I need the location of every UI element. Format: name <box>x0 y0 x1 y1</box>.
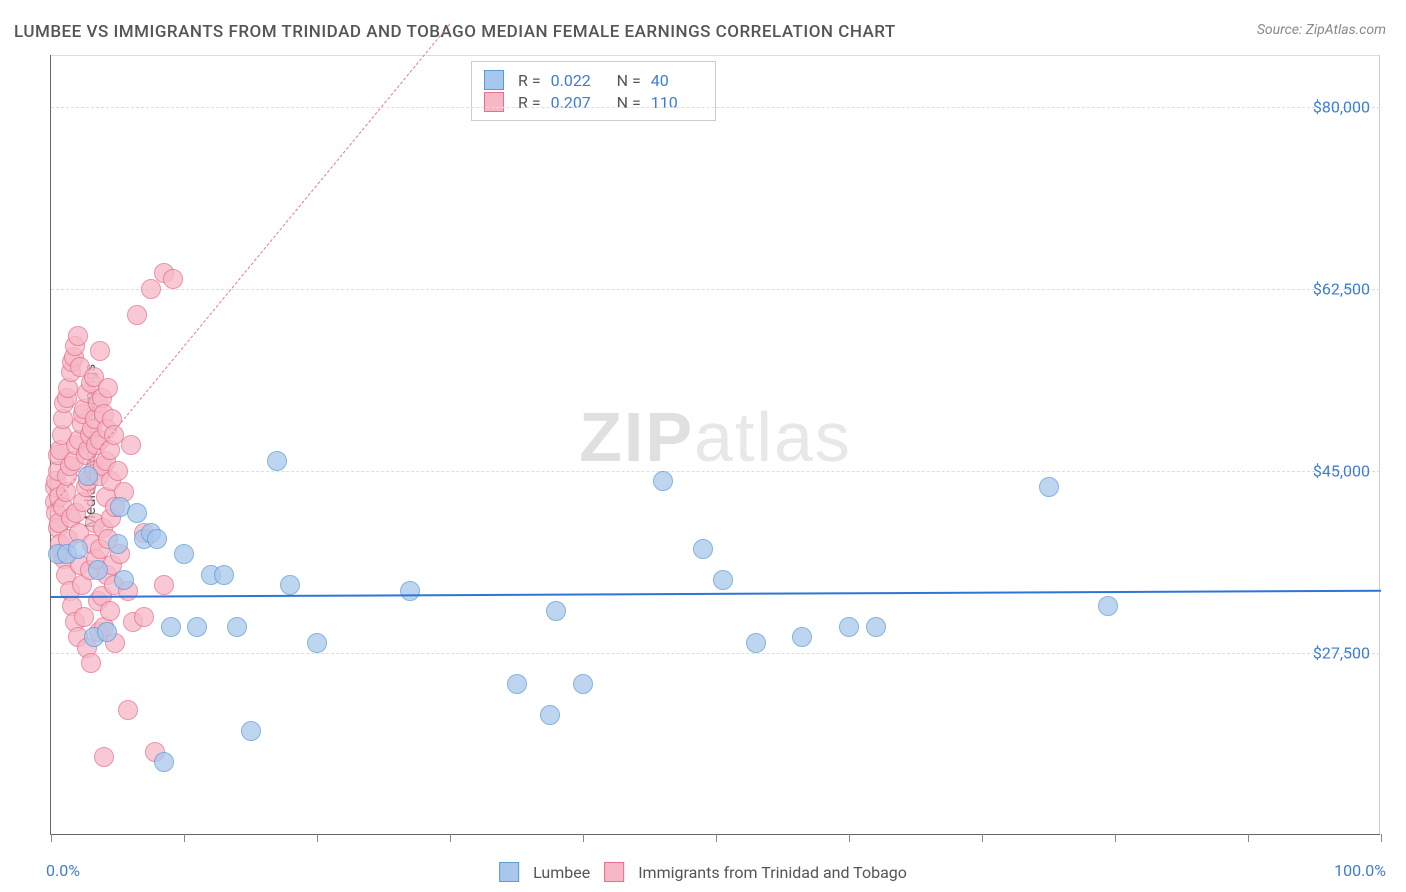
data-point-pink <box>90 341 110 361</box>
scatter-plot-area: ZIPatlas R = 0.022 N = 40 R = 0.207 N = … <box>50 55 1380 835</box>
x-tick <box>1248 834 1249 842</box>
data-point-pink <box>154 575 174 595</box>
data-point-blue <box>693 539 713 559</box>
data-point-pink <box>94 747 114 767</box>
data-point-blue <box>1039 477 1059 497</box>
data-point-pink <box>74 607 94 627</box>
r-label: R = <box>518 71 541 90</box>
x-tick <box>51 834 52 842</box>
x-tick <box>982 834 983 842</box>
x-tick <box>1381 834 1382 842</box>
data-point-blue <box>839 617 859 637</box>
n-value-blue: 40 <box>651 71 703 90</box>
x-tick <box>716 834 717 842</box>
data-point-blue <box>88 560 108 580</box>
data-point-blue <box>507 674 527 694</box>
data-point-blue <box>241 721 261 741</box>
data-point-pink <box>127 305 147 325</box>
data-point-blue <box>161 617 181 637</box>
plot-top-border <box>51 55 1380 56</box>
data-point-blue <box>97 622 117 642</box>
x-tick <box>184 834 185 842</box>
data-point-blue <box>746 633 766 653</box>
data-point-blue <box>540 705 560 725</box>
y-tick-label: $27,500 <box>1313 644 1370 663</box>
correlation-row-pink: R = 0.207 N = 110 <box>484 92 703 112</box>
data-point-pink <box>118 700 138 720</box>
data-point-pink <box>98 378 118 398</box>
trend-line-blue <box>51 590 1381 598</box>
r-value-blue: 0.022 <box>551 71 603 90</box>
y-tick-label: $80,000 <box>1313 98 1370 117</box>
data-point-blue <box>573 674 593 694</box>
gridline <box>51 471 1380 472</box>
data-point-blue <box>400 581 420 601</box>
data-point-blue <box>227 617 247 637</box>
x-tick <box>583 834 584 842</box>
correlation-legend: R = 0.022 N = 40 R = 0.207 N = 110 <box>471 61 716 121</box>
source-attribution: Source: ZipAtlas.com <box>1257 22 1386 38</box>
data-point-blue <box>866 617 886 637</box>
data-point-blue <box>1098 596 1118 616</box>
gridline <box>51 107 1380 108</box>
n-label: N = <box>617 71 641 90</box>
data-point-blue <box>267 451 287 471</box>
watermark-zip: ZIP <box>579 398 694 476</box>
x-tick <box>1115 834 1116 842</box>
watermark-atlas: atlas <box>694 398 852 476</box>
data-point-blue <box>174 544 194 564</box>
r-value-pink: 0.207 <box>551 93 603 112</box>
gridline <box>51 289 1380 290</box>
data-point-blue <box>147 529 167 549</box>
data-point-blue <box>68 539 88 559</box>
watermark: ZIPatlas <box>579 397 852 477</box>
data-point-pink <box>81 653 101 673</box>
data-point-pink <box>108 461 128 481</box>
data-point-blue <box>653 471 673 491</box>
data-point-pink <box>100 601 120 621</box>
data-point-blue <box>78 466 98 486</box>
plot-right-border <box>1379 55 1380 834</box>
swatch-blue <box>499 862 519 882</box>
data-point-blue <box>187 617 207 637</box>
x-tick <box>317 834 318 842</box>
gridline <box>51 653 1380 654</box>
data-point-blue <box>792 627 812 647</box>
r-label: R = <box>518 93 541 112</box>
n-value-pink: 110 <box>651 93 703 112</box>
data-point-pink <box>134 607 154 627</box>
x-axis-max-label: 100.0% <box>1334 861 1386 880</box>
swatch-pink <box>484 92 504 112</box>
x-tick <box>849 834 850 842</box>
n-label: N = <box>617 93 641 112</box>
data-point-blue <box>546 601 566 621</box>
y-tick-label: $45,000 <box>1313 462 1370 481</box>
data-point-blue <box>108 534 128 554</box>
data-point-blue <box>280 575 300 595</box>
y-tick-label: $62,500 <box>1313 280 1370 299</box>
data-point-blue <box>713 570 733 590</box>
data-point-blue <box>307 633 327 653</box>
correlation-row-blue: R = 0.022 N = 40 <box>484 70 703 90</box>
data-point-pink <box>163 269 183 289</box>
x-axis-min-label: 0.0% <box>46 861 80 880</box>
data-point-blue <box>114 570 134 590</box>
legend-label-pink: Immigrants from Trinidad and Tobago <box>638 863 907 882</box>
data-point-pink <box>141 279 161 299</box>
x-tick <box>450 834 451 842</box>
legend-label-blue: Lumbee <box>533 863 590 882</box>
chart-title: LUMBEE VS IMMIGRANTS FROM TRINIDAD AND T… <box>14 22 896 42</box>
swatch-pink <box>604 862 624 882</box>
data-point-blue <box>127 503 147 523</box>
data-point-pink <box>68 326 88 346</box>
trend-line-pink <box>51 24 451 508</box>
series-legend: Lumbee Immigrants from Trinidad and Toba… <box>499 862 907 882</box>
data-point-pink <box>121 435 141 455</box>
data-point-blue <box>214 565 234 585</box>
swatch-blue <box>484 70 504 90</box>
data-point-blue <box>154 752 174 772</box>
